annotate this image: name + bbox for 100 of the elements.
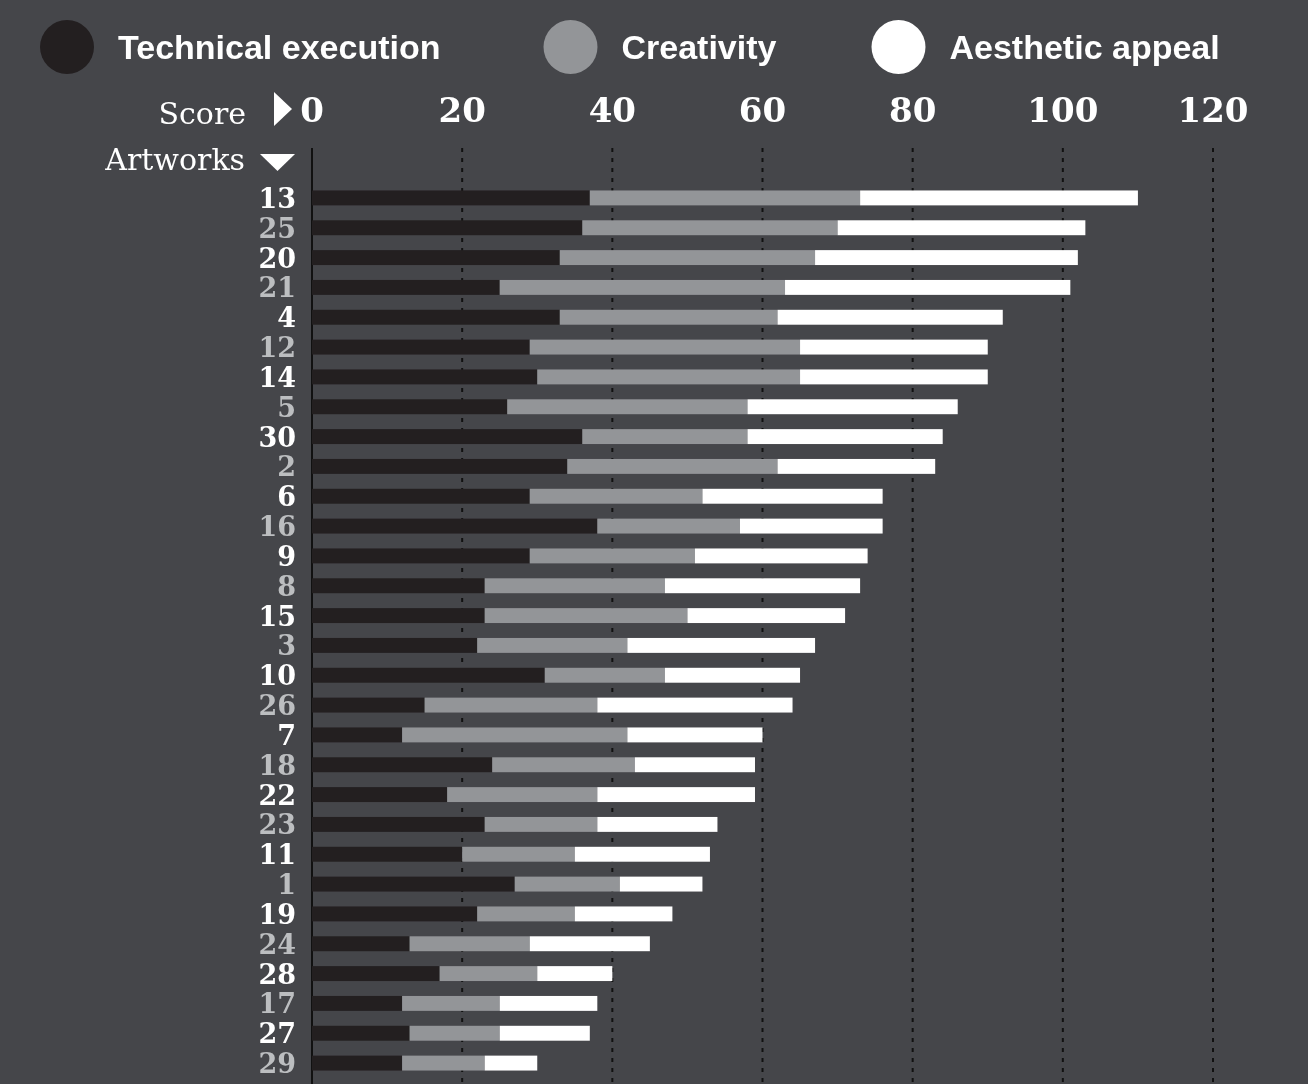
y-tick-label: 14	[258, 361, 296, 393]
bar	[634, 757, 755, 773]
x-tick-label: 0	[300, 90, 324, 130]
y-tick-label: 26	[258, 690, 296, 722]
bar	[529, 936, 650, 952]
bar	[312, 787, 448, 803]
bar	[499, 279, 786, 295]
x-tick-label: 100	[1027, 90, 1099, 130]
y-tick-label: 22	[258, 779, 296, 811]
legend-label: Creativity	[621, 28, 777, 66]
y-tick-label: 21	[258, 272, 296, 304]
bar	[785, 279, 1071, 295]
bar	[312, 339, 530, 355]
bar	[312, 458, 568, 474]
bar	[589, 190, 861, 206]
y-tick-label: 24	[258, 928, 296, 960]
bar	[312, 637, 478, 653]
bar	[312, 429, 583, 445]
bar	[439, 966, 538, 982]
bar	[664, 578, 861, 594]
bar	[477, 906, 575, 922]
bar	[514, 876, 620, 892]
x-axis-title: Score	[158, 96, 246, 131]
bar	[597, 518, 740, 534]
y-tick-label: 5	[277, 391, 296, 423]
bar	[559, 250, 816, 266]
x-tick-label: 60	[738, 90, 787, 130]
bar	[597, 787, 755, 803]
y-tick-label: 7	[277, 719, 296, 751]
bar	[312, 250, 560, 266]
bar	[529, 548, 695, 564]
bar	[815, 250, 1078, 266]
y-tick-label: 15	[258, 600, 296, 632]
bar	[312, 667, 545, 683]
bar	[582, 220, 838, 236]
y-tick-label: 11	[258, 839, 296, 871]
bar	[312, 190, 590, 206]
bar	[312, 757, 493, 773]
bar	[777, 458, 936, 474]
y-tick-label: 1	[277, 869, 296, 901]
bar	[402, 995, 500, 1011]
bar	[687, 608, 846, 624]
y-tick-label: 4	[277, 302, 296, 334]
bar	[409, 1025, 500, 1041]
bar	[402, 1055, 485, 1071]
bar	[747, 399, 958, 415]
bar	[312, 488, 530, 504]
bar	[574, 846, 710, 862]
y-tick-label: 19	[258, 898, 296, 930]
bar	[537, 966, 613, 982]
y-tick-label: 28	[258, 958, 296, 990]
bar	[860, 190, 1138, 206]
y-tick-label: 16	[258, 511, 296, 543]
y-tick-label: 27	[258, 1018, 296, 1050]
bar	[800, 339, 988, 355]
bar	[312, 399, 508, 415]
bar	[312, 548, 530, 564]
bar	[312, 1025, 410, 1041]
bar	[312, 279, 500, 295]
bar	[312, 846, 463, 862]
bar	[462, 846, 575, 862]
bar	[702, 488, 883, 504]
bar	[312, 966, 440, 982]
bar	[777, 309, 1003, 325]
bar	[477, 637, 628, 653]
bar	[312, 876, 515, 892]
y-tick-label: 8	[277, 570, 296, 602]
y-tick-label: 9	[277, 540, 296, 572]
bar	[747, 429, 943, 445]
y-tick-label: 17	[258, 988, 296, 1020]
bar	[597, 816, 718, 832]
bar	[312, 906, 478, 922]
y-tick-label: 2	[277, 451, 296, 483]
bar	[492, 757, 635, 773]
y-tick-label: 20	[258, 242, 296, 274]
bar	[582, 429, 748, 445]
bar	[312, 518, 598, 534]
bar	[312, 816, 485, 832]
bar	[312, 936, 410, 952]
y-tick-label: 25	[258, 212, 296, 244]
bar	[559, 309, 778, 325]
y-tick-label: 6	[277, 481, 296, 513]
bar	[739, 518, 883, 534]
y-tick-label: 12	[258, 332, 296, 364]
bar	[312, 1055, 403, 1071]
y-tick-label: 23	[258, 809, 296, 841]
bar	[627, 637, 816, 653]
bar	[402, 727, 628, 743]
bar	[312, 727, 403, 743]
bar	[424, 697, 598, 713]
legend-label: Aesthetic appeal	[949, 28, 1220, 66]
y-tick-label: 30	[258, 421, 296, 453]
bar	[312, 697, 425, 713]
bar	[447, 787, 598, 803]
y-tick-label: 10	[258, 660, 296, 692]
bar	[544, 667, 665, 683]
bar	[312, 608, 485, 624]
bar	[574, 906, 673, 922]
bar	[484, 1055, 538, 1071]
x-tick-label: 20	[438, 90, 486, 130]
